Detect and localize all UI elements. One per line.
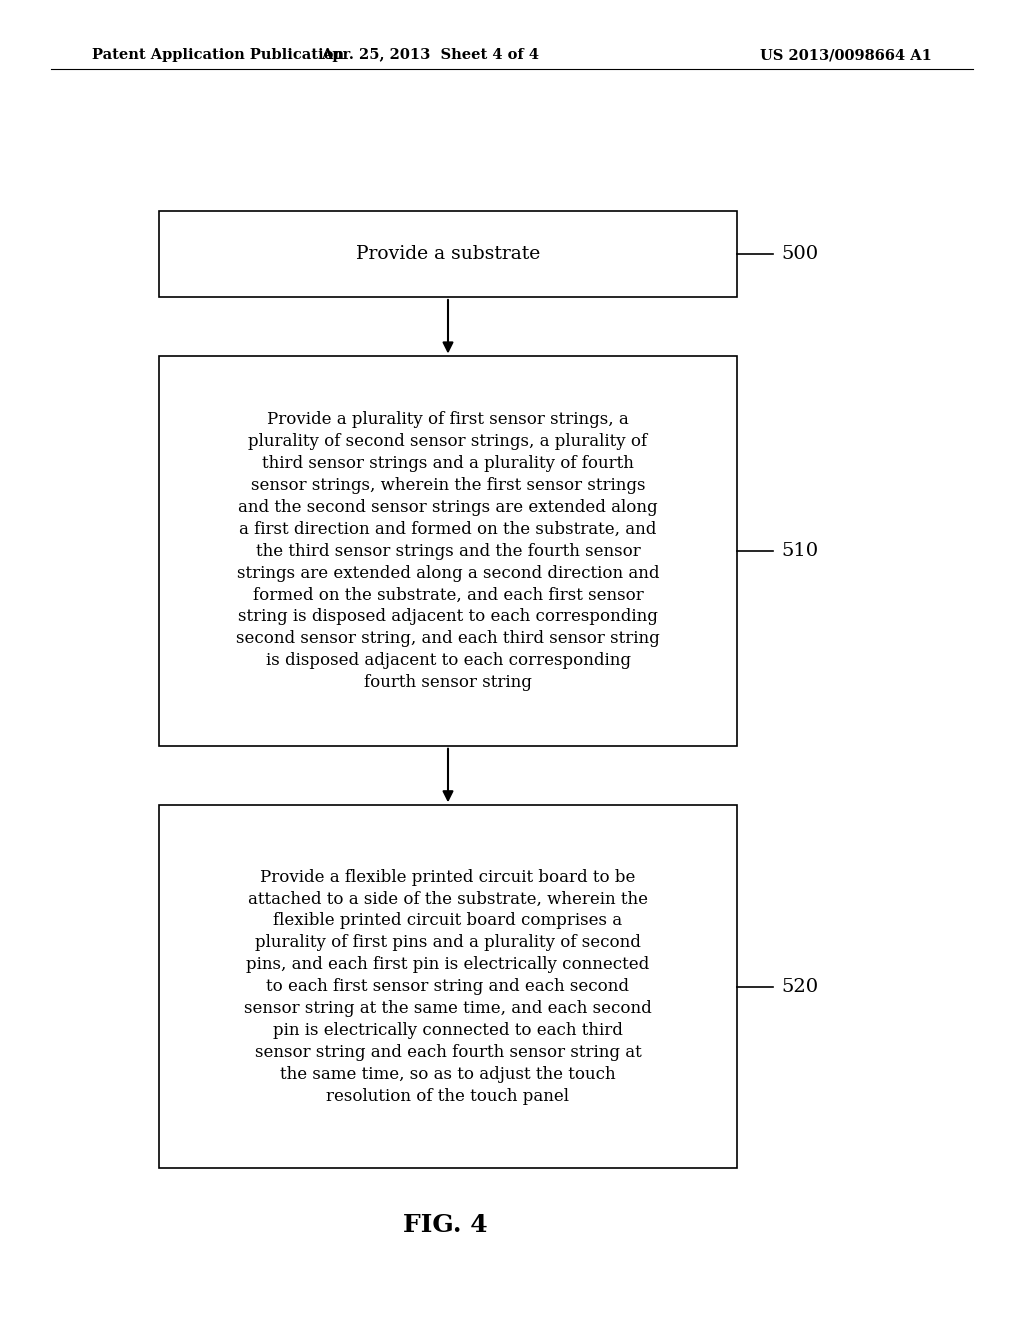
- Point: [767, 544, 779, 560]
- Text: FIG. 4: FIG. 4: [403, 1213, 487, 1237]
- Text: US 2013/0098664 A1: US 2013/0098664 A1: [760, 49, 932, 62]
- Bar: [159, 805, 737, 1168]
- Text: Patent Application Publication: Patent Application Publication: [92, 49, 344, 62]
- Point: [767, 979, 779, 995]
- Text: 510: 510: [781, 543, 818, 560]
- Text: Provide a plurality of first sensor strings, a
plurality of second sensor string: Provide a plurality of first sensor stri…: [237, 411, 659, 692]
- Point: [731, 544, 743, 560]
- Point: [767, 246, 779, 261]
- Bar: [159, 356, 737, 746]
- Text: Provide a flexible printed circuit board to be
attached to a side of the substra: Provide a flexible printed circuit board…: [244, 869, 652, 1105]
- Text: 500: 500: [781, 246, 818, 263]
- Point: [731, 246, 743, 261]
- Point: [731, 979, 743, 995]
- Text: Provide a substrate: Provide a substrate: [356, 246, 540, 263]
- Text: Apr. 25, 2013  Sheet 4 of 4: Apr. 25, 2013 Sheet 4 of 4: [322, 49, 539, 62]
- Bar: [159, 211, 737, 297]
- Text: 520: 520: [781, 978, 818, 995]
